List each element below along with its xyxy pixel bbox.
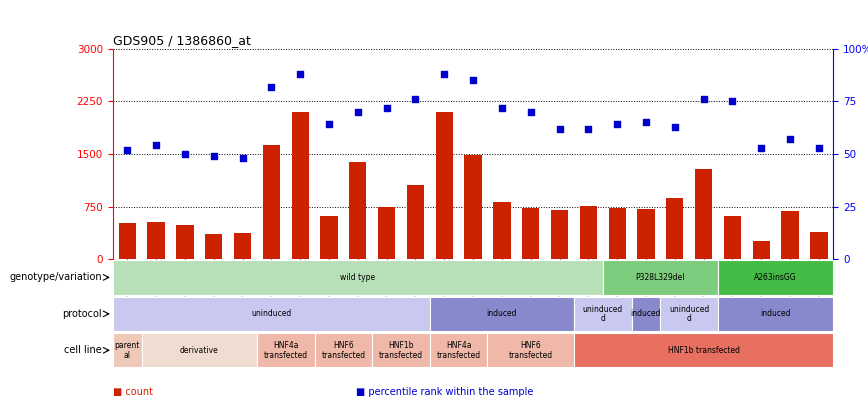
Text: ■ count: ■ count — [113, 387, 153, 397]
Bar — [632, 297, 661, 331]
Bar — [810, 232, 827, 259]
Bar — [637, 209, 654, 259]
Bar — [488, 333, 574, 367]
Point — [351, 109, 365, 115]
Point — [495, 104, 509, 111]
Point — [582, 126, 595, 132]
Point — [322, 121, 336, 128]
Text: protocol: protocol — [62, 309, 102, 319]
Text: uninduced: uninduced — [251, 309, 292, 318]
Text: A263insGG: A263insGG — [754, 273, 797, 282]
Text: induced: induced — [487, 309, 517, 318]
Bar — [522, 208, 539, 259]
Bar — [661, 297, 718, 331]
Bar — [718, 297, 833, 331]
Bar — [148, 222, 165, 259]
Text: uninduced
d: uninduced d — [669, 305, 709, 323]
Point — [697, 96, 711, 102]
Bar — [257, 333, 314, 367]
Point — [265, 83, 279, 90]
Text: uninduced
d: uninduced d — [582, 305, 623, 323]
Point — [523, 109, 537, 115]
Bar — [781, 211, 799, 259]
Bar — [430, 297, 574, 331]
Text: HNF6
transfected: HNF6 transfected — [509, 341, 553, 360]
Text: derivative: derivative — [180, 346, 219, 355]
Bar — [113, 333, 141, 367]
Bar — [141, 333, 257, 367]
Point — [466, 77, 480, 83]
Bar — [113, 260, 602, 294]
Text: cell line: cell line — [64, 345, 102, 355]
Point — [553, 126, 567, 132]
Text: induced: induced — [631, 309, 661, 318]
Point — [783, 136, 797, 143]
Bar — [574, 297, 632, 331]
Point — [379, 104, 393, 111]
Text: HNF1b
transfected: HNF1b transfected — [379, 341, 423, 360]
Bar — [407, 185, 424, 259]
Bar — [695, 169, 713, 259]
Text: induced: induced — [760, 309, 791, 318]
Bar — [176, 225, 194, 259]
Text: HNF4a
transfected: HNF4a transfected — [264, 341, 308, 360]
Bar — [574, 333, 833, 367]
Bar — [314, 333, 372, 367]
Bar — [724, 216, 741, 259]
Point — [409, 96, 423, 102]
Text: ■ percentile rank within the sample: ■ percentile rank within the sample — [356, 387, 533, 397]
Point — [178, 151, 192, 157]
Bar — [464, 155, 482, 259]
Bar — [608, 208, 626, 259]
Bar — [666, 198, 683, 259]
Bar — [205, 234, 222, 259]
Bar — [718, 260, 833, 294]
Point — [121, 147, 135, 153]
Bar — [753, 241, 770, 259]
Bar — [493, 202, 510, 259]
Text: genotype/variation: genotype/variation — [10, 273, 102, 282]
Text: HNF4a
transfected: HNF4a transfected — [437, 341, 481, 360]
Point — [207, 153, 220, 159]
Bar — [292, 112, 309, 259]
Point — [639, 119, 653, 126]
Bar — [430, 333, 488, 367]
Point — [437, 70, 451, 77]
Point — [726, 98, 740, 104]
Bar — [233, 232, 251, 259]
Point — [610, 121, 624, 128]
Text: parent
al: parent al — [115, 341, 140, 360]
Text: HNF6
transfected: HNF6 transfected — [321, 341, 365, 360]
Bar — [436, 112, 453, 259]
Bar — [378, 207, 395, 259]
Bar — [580, 206, 597, 259]
Text: GDS905 / 1386860_at: GDS905 / 1386860_at — [113, 34, 251, 47]
Bar — [113, 297, 430, 331]
Point — [293, 70, 307, 77]
Bar — [602, 260, 718, 294]
Bar — [349, 162, 366, 259]
Point — [235, 155, 249, 161]
Bar — [119, 223, 136, 259]
Bar — [263, 145, 280, 259]
Text: P328L329del: P328L329del — [635, 273, 685, 282]
Point — [149, 142, 163, 149]
Point — [754, 144, 768, 151]
Bar — [320, 216, 338, 259]
Text: HNF1b transfected: HNF1b transfected — [667, 346, 740, 355]
Point — [667, 123, 681, 130]
Point — [812, 144, 825, 151]
Bar — [372, 333, 430, 367]
Text: wild type: wild type — [340, 273, 375, 282]
Bar — [551, 210, 569, 259]
